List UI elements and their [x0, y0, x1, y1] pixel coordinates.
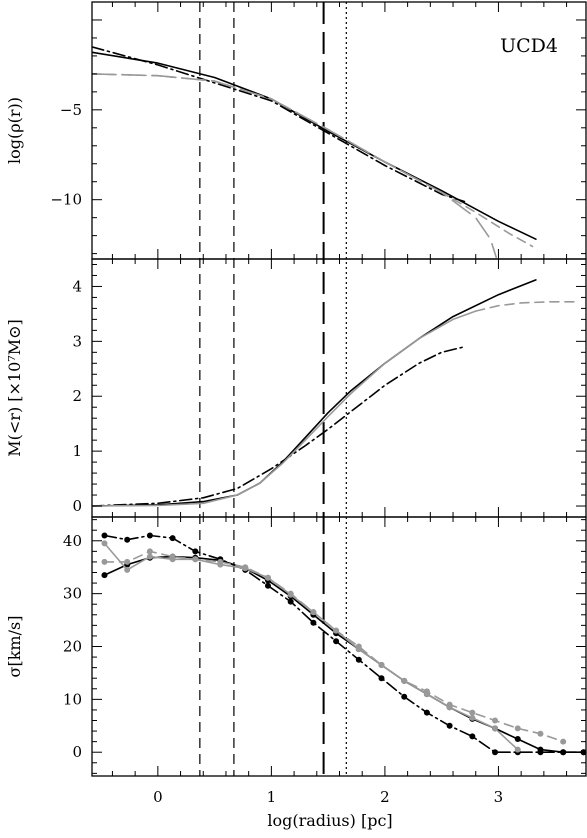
point-dispersion-2-21 [560, 749, 567, 756]
y-tick-label: 20 [63, 638, 82, 656]
series-dispersion-3 [103, 550, 565, 743]
series-density-4 [92, 73, 498, 259]
tick-marks [92, 2, 586, 776]
point-dispersion-1-16 [446, 722, 453, 729]
point-dispersion-3-18 [492, 717, 499, 724]
point-dispersion-4-3 [146, 553, 153, 560]
point-dispersion-4-13 [378, 662, 385, 668]
point-dispersion-4-19 [514, 746, 521, 753]
point-dispersion-4-1 [101, 540, 108, 547]
point-dispersion-1-17 [469, 733, 476, 740]
y-tick-label: 0 [72, 743, 82, 761]
point-dispersion-3-19 [514, 725, 521, 732]
y-tick-label: 40 [63, 532, 82, 550]
y-tick-label: −10 [50, 191, 82, 209]
point-dispersion-2-1 [101, 572, 108, 579]
series-mass-4 [474, 300, 579, 312]
point-dispersion-4-15 [423, 691, 430, 698]
x-tick-label: 3 [494, 788, 504, 806]
point-dispersion-3-20 [537, 730, 544, 737]
series-mass-2 [92, 345, 466, 507]
point-dispersion-1-1 [101, 532, 108, 539]
y-tick-label: 4 [72, 277, 82, 295]
point-dispersion-1-14 [401, 693, 408, 700]
series-dispersion-1 [103, 534, 585, 754]
panel-frame-mass [91, 258, 587, 518]
point-dispersion-3-21 [560, 738, 567, 745]
point-dispersion-4-11 [333, 627, 340, 634]
point-dispersion-4-16 [446, 704, 453, 711]
series-density-1 [92, 51, 537, 240]
point-dispersion-1-8 [264, 582, 271, 589]
point-dispersion-3-1 [101, 558, 108, 565]
point-dispersion-4-18 [492, 725, 499, 732]
reference-lines [199, 2, 347, 776]
point-dispersion-4-9 [287, 591, 294, 598]
panel-frames [91, 1, 587, 777]
series-mass-1 [92, 279, 537, 507]
point-dispersion-4-10 [310, 609, 317, 616]
point-dispersion-1-9 [287, 598, 294, 605]
point-dispersion-1-11 [333, 638, 340, 645]
point-dispersion-4-6 [217, 561, 224, 568]
point-dispersion-4-12 [355, 646, 362, 653]
point-dispersion-1-18 [492, 749, 499, 756]
point-dispersion-4-7 [242, 565, 249, 572]
y-tick-label: 30 [63, 585, 82, 603]
y-tick-label: 0 [72, 497, 82, 515]
x-tick-label: 1 [267, 788, 277, 806]
y-tick-label: 10 [63, 690, 82, 708]
panel-mass-series [92, 279, 579, 507]
series-density-2 [92, 46, 466, 203]
series-density-3 [92, 73, 534, 248]
point-dispersion-1-13 [378, 675, 385, 682]
y-axis-label-density: log(ρ(r)) [5, 97, 24, 164]
point-dispersion-4-4 [169, 556, 176, 563]
point-dispersion-1-3 [146, 532, 153, 539]
point-dispersion-1-12 [355, 656, 362, 663]
series-mass-3 [92, 310, 477, 507]
point-dispersion-4-8 [264, 574, 271, 581]
point-dispersion-2-19 [514, 736, 521, 742]
point-dispersion-3-17 [469, 709, 476, 716]
point-dispersion-1-15 [423, 709, 430, 716]
point-dispersion-4-2 [124, 566, 131, 573]
y-axis-label-dispersion: σ[km/s] [5, 616, 24, 678]
point-dispersion-3-2 [124, 558, 131, 565]
point-dispersion-4-5 [192, 556, 199, 563]
point-dispersion-1-2 [124, 536, 131, 543]
series-dispersion-2 [103, 555, 585, 754]
y-tick-label: 3 [72, 332, 82, 350]
series-dispersion-4 [103, 542, 519, 751]
point-dispersion-1-5 [192, 548, 199, 555]
y-tick-label: 1 [72, 442, 82, 460]
point-dispersion-4-14 [401, 677, 408, 684]
panel-density-series [92, 46, 537, 259]
x-tick-label: 2 [380, 788, 390, 806]
panel-label: UCD4 [500, 35, 558, 57]
y-axis-label-mass: M(<r) [×10⁷M⊙] [5, 319, 24, 456]
point-dispersion-4-17 [469, 714, 476, 721]
y-tick-label: 2 [72, 387, 82, 405]
point-dispersion-3-3 [146, 548, 153, 555]
x-axis-label: log(radius) [pc] [267, 811, 392, 830]
series-curves [92, 46, 587, 756]
y-tick-label: −5 [60, 101, 82, 119]
axis-labels: UCD4 log(radius) [pc] −10 −5 log(ρ(r)) 0 1 2 3… [5, 35, 558, 830]
x-tick-label: 0 [153, 788, 163, 806]
point-dispersion-1-4 [169, 535, 176, 542]
panel-dispersion-series [101, 532, 587, 756]
point-dispersion-1-10 [310, 619, 317, 626]
point-dispersion-2-20 [537, 746, 544, 753]
